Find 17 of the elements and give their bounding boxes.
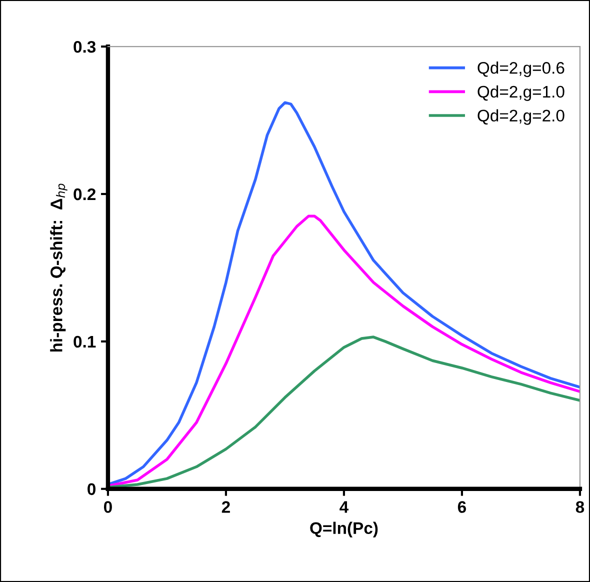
x-tick-label: 6 (458, 501, 466, 513)
y-tick-label: 0.3 (74, 40, 96, 53)
y-axis-title: hi-press. Q-shift: Δ$_{hp}$ (50, 184, 68, 352)
legend-label: Qd=2,g=1.0 (478, 85, 564, 101)
x-tick-label: 8 (576, 501, 584, 513)
legend-label: Qd=2,g=2.0 (478, 109, 564, 125)
line-series (108, 214, 580, 488)
line-series (108, 101, 580, 486)
legend-label: Qd=2,g=0.6 (478, 62, 564, 78)
line-series (108, 336, 580, 489)
y-tick-label: 0.2 (74, 188, 96, 200)
y-tick-label: 0.1 (74, 336, 96, 348)
x-tick-label: 4 (340, 501, 349, 513)
x-tick-label: 0 (104, 501, 112, 513)
x-axis-title: Q=ln(Pc) (310, 522, 378, 538)
y-tick-label: 0 (88, 483, 96, 496)
x-tick-label: 2 (222, 501, 230, 513)
